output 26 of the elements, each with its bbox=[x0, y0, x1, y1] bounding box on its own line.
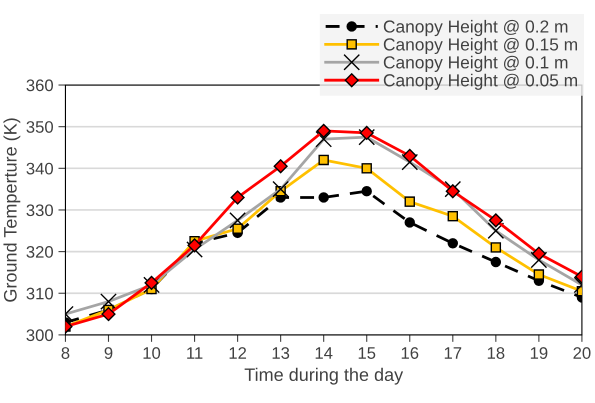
legend-label: Canopy Height @ 0.05 m bbox=[384, 74, 577, 90]
y-tick-label: 340 bbox=[26, 162, 53, 175]
x-tick-label: 16 bbox=[402, 347, 418, 359]
y-tick-label: 320 bbox=[26, 246, 53, 258]
x-tick-label: 17 bbox=[444, 347, 462, 359]
x-tick-label: 20 bbox=[573, 347, 591, 359]
y-tick-label: 300 bbox=[26, 329, 53, 342]
y-tick-label: 330 bbox=[26, 204, 53, 216]
y-tick-label: 360 bbox=[26, 79, 53, 92]
y-tick-label: 350 bbox=[26, 121, 53, 133]
legend-label: Canopy Height @ 0.2 m bbox=[384, 20, 568, 36]
x-tick-label: 13 bbox=[272, 347, 290, 359]
x-tick-label: 12 bbox=[230, 347, 246, 359]
legend-label: Canopy Height @ 0.1 m bbox=[384, 56, 568, 72]
x-tick-label: 10 bbox=[144, 347, 160, 359]
x-tick-label: 19 bbox=[530, 347, 548, 359]
x-tick-label: 18 bbox=[488, 347, 504, 359]
x-tick-label: 15 bbox=[358, 347, 376, 359]
x-axis-title: Time during the day bbox=[244, 368, 404, 385]
y-tick-label: 310 bbox=[26, 288, 53, 300]
x-tick-label: 8 bbox=[62, 347, 70, 359]
x-tick-label: 9 bbox=[104, 347, 112, 359]
legend-label: Canopy Height @ 0.15 m bbox=[384, 38, 577, 54]
y-axis-title: Ground Temperture (K) bbox=[3, 118, 20, 302]
x-tick-label: 14 bbox=[316, 347, 332, 359]
x-tick-label: 11 bbox=[187, 347, 202, 359]
